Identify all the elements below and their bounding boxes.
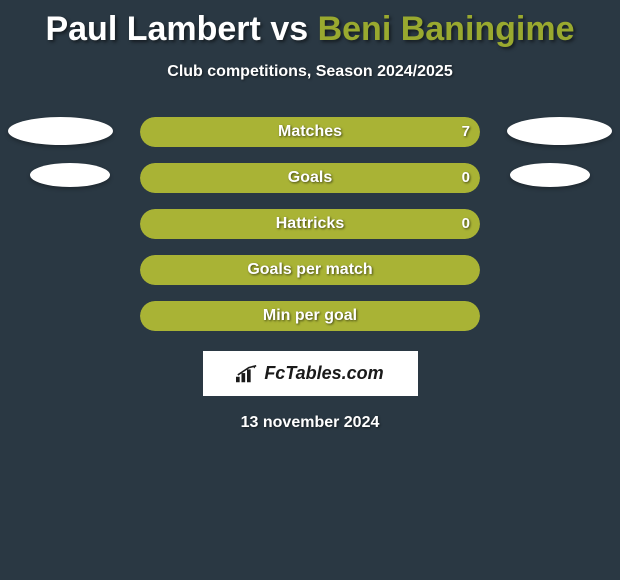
player2-marker (507, 117, 612, 145)
subtitle: Club competitions, Season 2024/2025 (0, 63, 620, 81)
stat-bar (140, 301, 480, 331)
player2-marker (510, 163, 590, 187)
logo-text: FcTables.com (264, 363, 383, 384)
vs-text: vs (270, 10, 308, 48)
stats-rows: Matches 7 Goals 0 Hattricks 0 Goals per … (0, 117, 620, 331)
chart-icon (236, 365, 258, 383)
player1-marker (30, 163, 110, 187)
stat-row: Goals per match (0, 255, 620, 285)
stat-bar (140, 163, 480, 193)
stat-row: Matches 7 (0, 117, 620, 147)
date-text: 13 november 2024 (0, 414, 620, 432)
player2-name: Beni Baningime (318, 10, 575, 48)
comparison-title: Paul Lambert vs Beni Baningime (0, 0, 620, 49)
stat-row: Min per goal (0, 301, 620, 331)
stat-bar (140, 117, 480, 147)
stat-row: Goals 0 (0, 163, 620, 193)
stat-bar (140, 209, 480, 239)
player1-marker (8, 117, 113, 145)
fctables-logo: FcTables.com (203, 351, 418, 396)
stat-bar (140, 255, 480, 285)
stat-row: Hattricks 0 (0, 209, 620, 239)
player1-name: Paul Lambert (45, 10, 260, 48)
